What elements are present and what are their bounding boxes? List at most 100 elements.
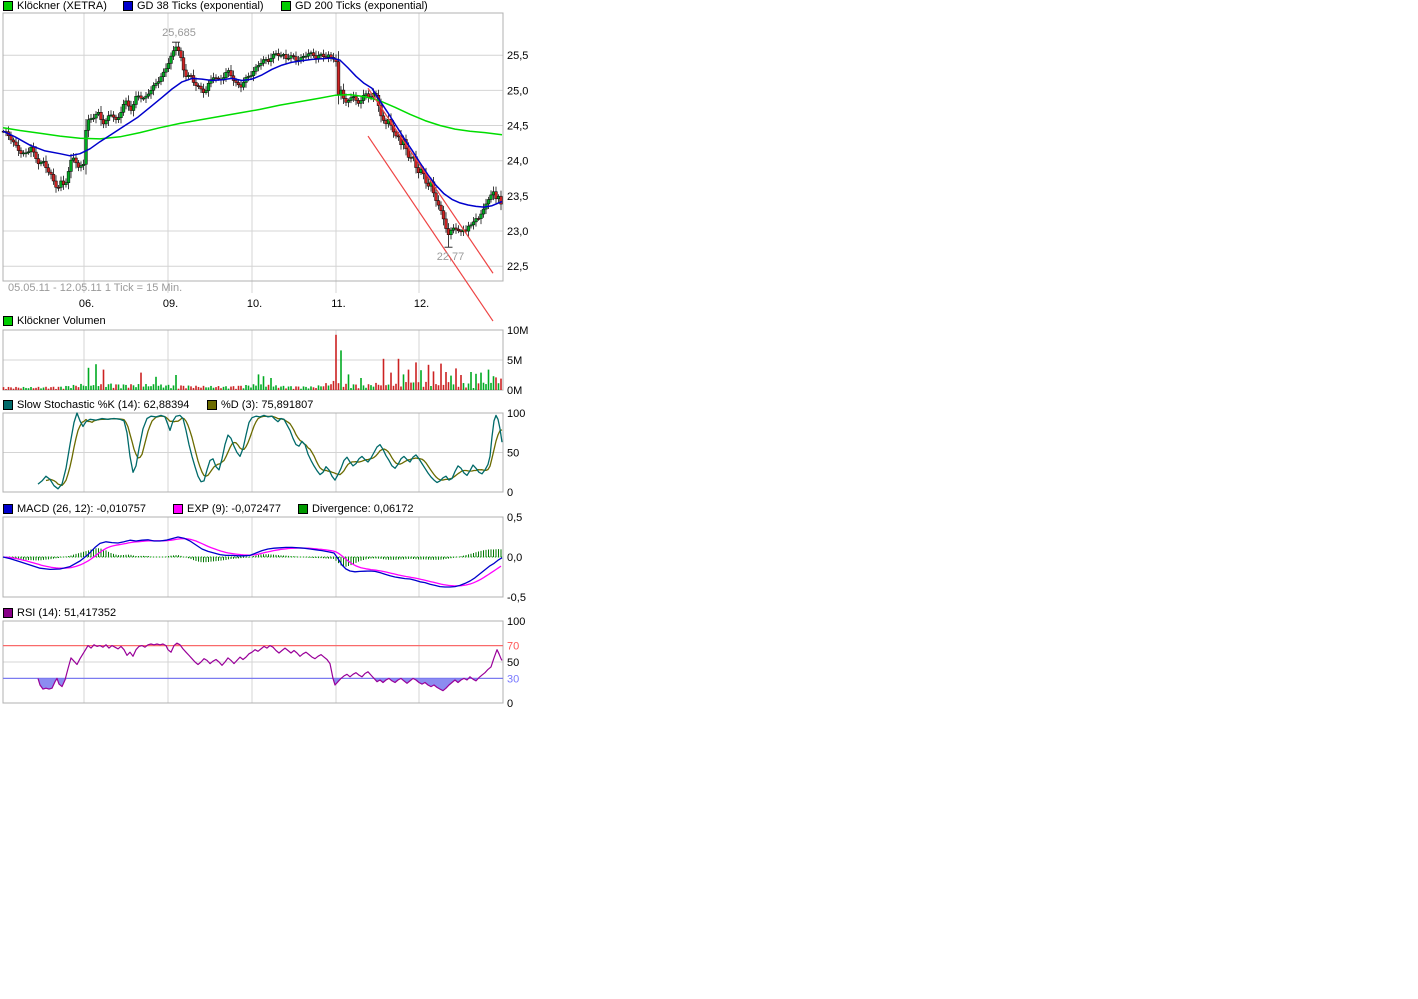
candle-body [49, 171, 53, 175]
macd-y-tick-label: 0,5 [507, 512, 522, 524]
rsi-panel: 100 70 50 30 0 [2, 616, 525, 710]
candle-body [349, 97, 353, 101]
candle-body [139, 95, 143, 99]
candle-body [354, 96, 358, 101]
candle-body [316, 55, 321, 59]
candle-body [184, 69, 188, 77]
trend-channel-line [367, 135, 494, 322]
candle-body [26, 151, 31, 154]
candle-body [276, 53, 281, 56]
candle-body [131, 104, 136, 111]
price-y-tick-label: 24,0 [507, 156, 528, 168]
candle-body [176, 46, 181, 51]
candle-body [216, 77, 221, 80]
candle-body [159, 76, 163, 82]
candle-body [106, 115, 111, 121]
candle-body [359, 100, 363, 104]
price-frame [2, 12, 504, 282]
candle-body [486, 199, 491, 205]
rsi-y-tick-label: 100 [507, 616, 525, 628]
candle-body [86, 119, 91, 131]
candle-body [236, 82, 241, 86]
candle-body [241, 82, 246, 88]
day-label: 09. [163, 298, 178, 310]
rsi-line [37, 642, 503, 692]
candle-body [44, 161, 48, 169]
macd-y-tick-label: 0,0 [507, 552, 522, 564]
candle-body [436, 200, 441, 206]
day-label: 11. [331, 298, 345, 310]
range-note: 05.05.11 - 12.05.11 1 Tick = 15 Min. [8, 282, 182, 294]
candle-body [311, 52, 316, 56]
volume-bars [2, 334, 502, 390]
candle-body [229, 70, 233, 77]
volume-y-tick-label: 5M [507, 355, 522, 367]
candle-body [146, 93, 151, 97]
candle-body [81, 164, 86, 166]
stoch-k-line [37, 412, 503, 490]
rsi-y-tick-label: 70 [507, 641, 519, 653]
candle-body [199, 85, 203, 90]
gd200-line [2, 93, 503, 140]
candle-body [321, 53, 326, 57]
candle-body [66, 171, 71, 183]
candle-body [224, 72, 228, 78]
candle-body [46, 167, 51, 173]
day-label: 12. [414, 298, 429, 310]
price-y-tick-label: 22,5 [507, 261, 528, 273]
candle-body [286, 57, 291, 60]
candle-body [271, 53, 276, 59]
candle-body [64, 182, 68, 185]
candle-body [479, 213, 483, 219]
candle-body [379, 105, 383, 117]
macd-line [2, 536, 503, 588]
candle-body [394, 131, 398, 137]
candle-body [329, 54, 333, 58]
candle-body [156, 81, 161, 84]
candle-body [259, 63, 263, 66]
candle-body [14, 141, 18, 146]
candle-body [256, 65, 261, 68]
candle-body [294, 56, 298, 61]
candle-body [31, 146, 36, 153]
price-y-tick-label: 25,5 [507, 50, 528, 62]
candle-body [466, 225, 471, 232]
candle-body [76, 162, 81, 168]
candle-body [154, 83, 158, 86]
candle-body [69, 159, 73, 172]
candle-body [194, 82, 198, 86]
candle-body [306, 53, 311, 57]
candle-body [24, 152, 28, 155]
candle-body [134, 96, 138, 105]
volume-panel: 10M 5M 0M [2, 325, 528, 397]
candle-body [476, 218, 481, 220]
candle-body [121, 104, 126, 113]
candle-body [54, 180, 58, 188]
candle-body [119, 112, 123, 118]
candle-body [439, 204, 443, 211]
candle-body [289, 55, 293, 59]
price-panel: 25,685 22,77 25,5 25,0 24,5 24,0 23,5 23,0 22,5 0… [1, 12, 528, 322]
chart-area: 25,685 22,77 25,5 25,0 24,5 24,0 23,5 23,0 22,5 0… [0, 0, 545, 710]
candle-body [279, 55, 283, 57]
candle-body [336, 61, 341, 95]
candle-body [361, 95, 366, 101]
candle-body [151, 85, 156, 91]
candle-body [234, 80, 238, 83]
candle-body [51, 174, 56, 182]
candle-body [34, 151, 38, 159]
stoch-y-tick-label: 0 [507, 487, 513, 499]
volume-y-tick-label: 0M [507, 385, 522, 397]
candle-body [111, 114, 116, 118]
macd-y-tick-label: -0,5 [507, 592, 526, 604]
candle-body [181, 57, 186, 71]
rsi-oversold-fill [38, 678, 502, 691]
price-y-tick-label: 25,0 [507, 85, 528, 97]
rsi-y-tick-label: 0 [507, 698, 513, 710]
candle-body [144, 95, 148, 99]
candle-body [149, 90, 153, 95]
candle-body [74, 157, 78, 164]
candle-body [481, 208, 486, 215]
candle-body [39, 161, 43, 165]
